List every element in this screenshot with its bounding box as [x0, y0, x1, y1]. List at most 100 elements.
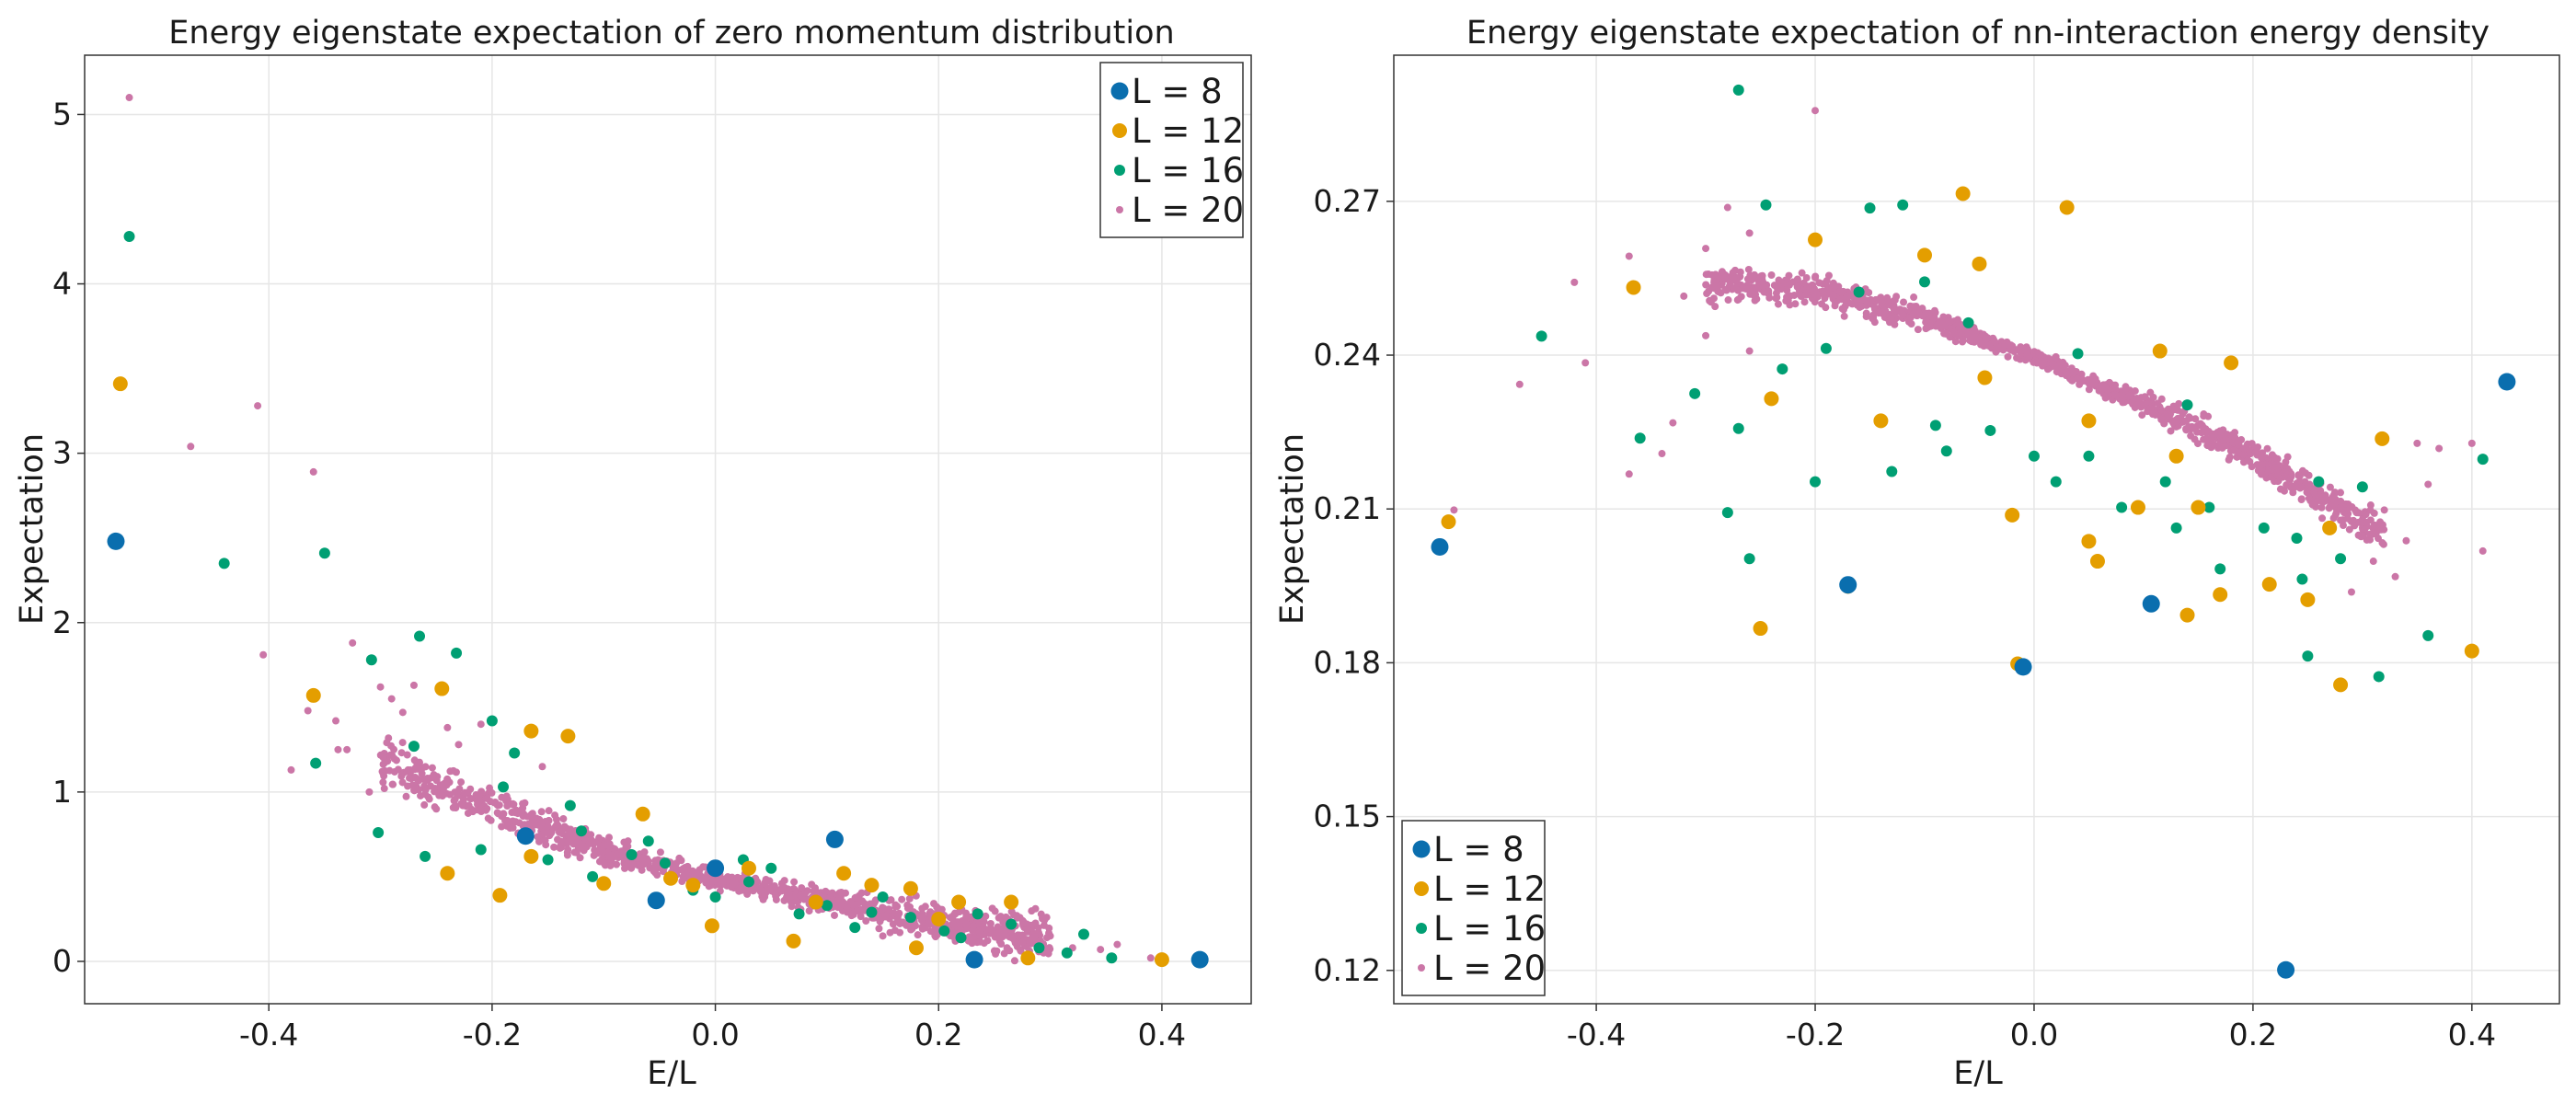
right-l16-point — [2214, 563, 2226, 575]
left-l20-point — [891, 903, 900, 911]
right-l20-point — [2200, 410, 2208, 419]
left-l20-point — [559, 815, 568, 823]
left-l16-point — [414, 630, 426, 642]
right-x-tick-label: 0.2 — [2229, 1017, 2277, 1052]
left-l16-point — [542, 854, 554, 866]
right-l16-point — [1810, 476, 1822, 488]
left-l20-point — [556, 844, 564, 852]
right-l20-point — [1774, 300, 1782, 308]
left-l20-point — [995, 914, 1003, 922]
left-l20-point — [506, 823, 514, 832]
right-l20-point — [1773, 293, 1781, 302]
left-l12-point — [440, 866, 455, 881]
right-l12-point — [2224, 355, 2239, 371]
left-l12-point — [596, 876, 612, 891]
right-l20-point — [1907, 303, 1915, 311]
left-legend-label: L = 20 — [1132, 190, 1244, 230]
left-y-tick-label: 5 — [52, 96, 72, 132]
left-l20-point — [394, 765, 402, 774]
left-l20-point — [431, 788, 439, 796]
right-l16-point — [1929, 420, 1941, 431]
right-l16-point — [2296, 573, 2308, 585]
right-l20-point — [1869, 311, 1878, 319]
left-l20-point — [438, 792, 446, 800]
right-l12-point — [1977, 370, 1993, 385]
left-l8-point — [516, 827, 535, 845]
left-l20-point — [1016, 931, 1024, 939]
left-l20-point — [955, 908, 963, 916]
right-l20-point — [1625, 252, 1633, 260]
right-l20-point — [1843, 292, 1851, 300]
left-l20-point — [651, 860, 660, 868]
left-l12-point — [931, 911, 947, 926]
left-legend-marker — [1110, 82, 1129, 100]
left-l20-point — [440, 782, 448, 790]
left-y-axis-label: Expectation — [14, 433, 51, 625]
left-l20-point — [891, 926, 899, 935]
left-l12-point — [663, 870, 679, 886]
right-l20-point — [1716, 273, 1724, 282]
left-l20-point — [966, 914, 974, 922]
left-l12-point — [864, 878, 880, 893]
right-l16-point — [2356, 481, 2368, 493]
right-l20-point — [1785, 271, 1793, 280]
right-l20-point — [2198, 421, 2206, 430]
right-l20-point — [2263, 444, 2271, 453]
left-l20-point — [852, 893, 860, 902]
left-l20-point — [653, 871, 661, 880]
right-l20-point — [1842, 298, 1850, 306]
left-l20-point — [600, 841, 608, 849]
right-l20-point — [1857, 302, 1866, 310]
right-l20-point — [2041, 356, 2049, 364]
left-l20-point — [988, 904, 996, 913]
left-l20-point — [742, 885, 751, 893]
right-l16-point — [2159, 476, 2171, 488]
left-l20-point — [1113, 940, 1121, 949]
right-l20-point — [2246, 457, 2254, 466]
right-l12-point — [2213, 587, 2228, 603]
left-l20-point — [510, 800, 518, 809]
right-l20-point — [2321, 495, 2329, 503]
right-panel: Energy eigenstate expectation of nn-inte… — [1274, 15, 2560, 1092]
right-l12-point — [2191, 500, 2206, 515]
right-l20-point — [2087, 379, 2096, 387]
left-l20-point — [983, 937, 992, 945]
right-l20-point — [2119, 396, 2127, 404]
left-l20-point — [125, 94, 133, 102]
left-l20-point — [468, 808, 477, 816]
right-l12-point — [1955, 186, 1971, 201]
left-l16-point — [742, 876, 754, 888]
left-l20-point — [875, 925, 883, 933]
right-l20-point — [2287, 473, 2295, 481]
right-legend: L = 8L = 12L = 16L = 20 — [1401, 820, 1546, 996]
right-l20-point — [2131, 386, 2139, 395]
left-l20-point — [614, 850, 622, 858]
left-l20-point — [502, 792, 511, 800]
left-l20-point — [1017, 947, 1025, 955]
right-l20-point — [1991, 339, 1999, 347]
right-l12-point — [1972, 256, 1987, 271]
left-l20-point — [443, 723, 452, 731]
right-l20-point — [2305, 484, 2313, 492]
right-l20-point — [2317, 503, 2326, 512]
right-l12-point — [2081, 534, 2097, 549]
right-l8-point — [1839, 576, 1857, 594]
left-l20-point — [474, 799, 482, 808]
right-l20-point — [2273, 466, 2282, 474]
right-l20-point — [1884, 301, 1892, 309]
right-l20-point — [2030, 357, 2039, 365]
left-l20-point — [451, 801, 459, 810]
right-l20-point — [1625, 470, 1633, 478]
right-l20-point — [2267, 473, 2275, 481]
right-l20-point — [1775, 276, 1783, 284]
left-l16-point — [955, 932, 967, 944]
left-x-tick-label: -0.2 — [463, 1017, 522, 1052]
left-l20-point — [975, 928, 983, 937]
left-l20-point — [629, 861, 638, 869]
right-l20-point — [2347, 588, 2355, 596]
right-l20-point — [2413, 439, 2421, 447]
right-legend-label: L = 12 — [1433, 869, 1546, 909]
right-l12-point — [1441, 514, 1456, 530]
left-l20-point — [405, 774, 413, 782]
left-l16-point — [451, 647, 463, 659]
